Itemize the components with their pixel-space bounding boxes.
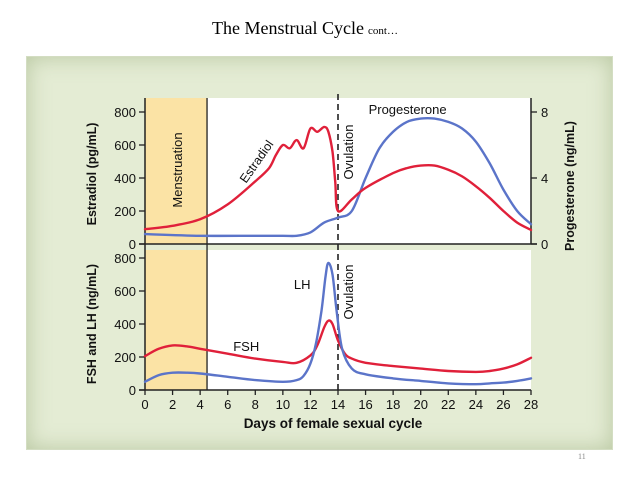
top-left-tick-label: 0 — [129, 237, 136, 252]
x-tick-label: 10 — [276, 397, 290, 412]
x-tick-label: 24 — [469, 397, 483, 412]
estradiol-line — [143, 125, 533, 232]
menstruation-band-bottom — [145, 250, 208, 390]
top-left-tick-label: 200 — [114, 204, 136, 219]
lh-label: LH — [294, 277, 311, 292]
slide-title-suffix: cont… — [368, 25, 398, 37]
top-left-axis-label: Estradiol (pg/mL) — [85, 123, 99, 226]
x-tick-label: 16 — [358, 397, 372, 412]
slide-title: The Menstrual Cycle cont… — [0, 18, 610, 39]
bottom-left-tick-label: 400 — [114, 317, 136, 332]
x-tick-label: 18 — [386, 397, 400, 412]
x-tick-label: 20 — [413, 397, 427, 412]
x-tick-label: 4 — [197, 397, 204, 412]
ovulation-label-top: Ovulation — [341, 125, 356, 180]
top-left-tick-label: 800 — [114, 105, 136, 120]
top-left-tick-label: 400 — [114, 171, 136, 186]
fsh-line — [143, 319, 533, 374]
page-number: 11 — [578, 452, 586, 461]
x-tick-label: 28 — [524, 397, 538, 412]
progesterone-label: Progesterone — [369, 102, 447, 117]
x-tick-label: 0 — [141, 397, 148, 412]
x-tick-label: 14 — [331, 397, 345, 412]
x-tick-label: 2 — [169, 397, 176, 412]
top-left-tick-label: 600 — [114, 138, 136, 153]
top-right-axis-label: Progesterone (ng/mL) — [563, 121, 577, 251]
top-right-tick-label: 4 — [541, 171, 548, 186]
x-tick-label: 12 — [303, 397, 317, 412]
lh-line — [143, 261, 533, 386]
bottom-left-tick-label: 600 — [114, 284, 136, 299]
top-right-tick-label: 0 — [541, 237, 548, 252]
bottom-left-tick-label: 200 — [114, 350, 136, 365]
ovulation-label-bottom: Ovulation — [341, 265, 356, 320]
x-tick-label: 8 — [252, 397, 259, 412]
progesterone-line — [143, 117, 533, 238]
top-right-tick-label: 8 — [541, 105, 548, 120]
menstruation-label: Menstruation — [170, 132, 185, 207]
fsh-label: FSH — [233, 339, 259, 354]
x-axis-label: Days of female sexual cycle — [244, 416, 423, 431]
bottom-left-axis-label: FSH and LH (ng/mL) — [85, 264, 99, 384]
x-tick-label: 26 — [496, 397, 510, 412]
slide-title-main: The Menstrual Cycle — [212, 18, 364, 38]
x-tick-label: 6 — [224, 397, 231, 412]
x-tick-label: 22 — [441, 397, 455, 412]
bottom-left-tick-label: 0 — [129, 383, 136, 398]
bottom-left-tick-label: 800 — [114, 251, 136, 266]
